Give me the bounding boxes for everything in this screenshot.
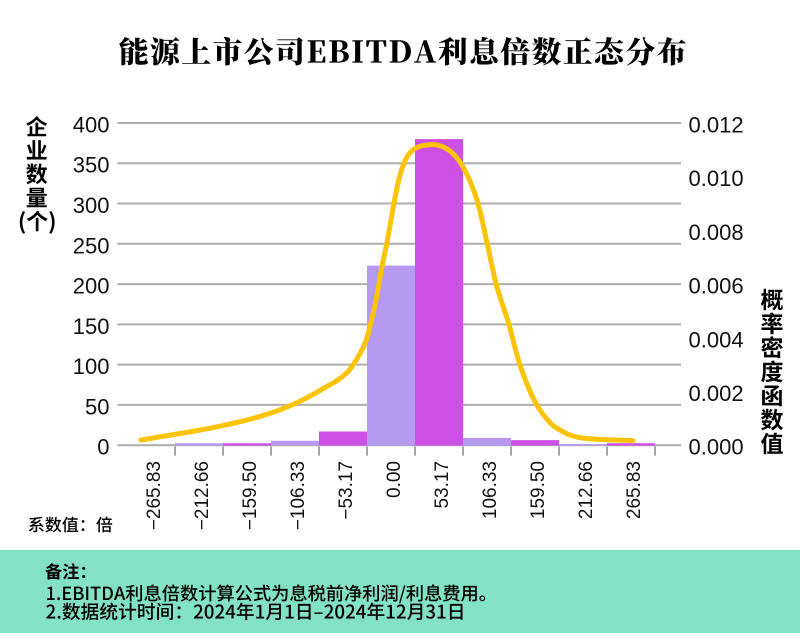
- svg-text:150: 150: [73, 314, 110, 339]
- svg-text:100: 100: [73, 354, 110, 379]
- svg-text:0.004: 0.004: [689, 327, 744, 352]
- svg-text:300: 300: [73, 193, 110, 218]
- svg-text:−265.83: −265.83: [144, 461, 165, 530]
- svg-text:350: 350: [73, 153, 110, 178]
- svg-text:0.00: 0.00: [384, 461, 405, 498]
- svg-text:−106.33: −106.33: [288, 461, 309, 530]
- svg-text:200: 200: [73, 274, 110, 299]
- svg-text:−53.17: −53.17: [336, 461, 357, 520]
- svg-text:106.33: 106.33: [480, 461, 501, 519]
- svg-text:0.012: 0.012: [689, 113, 744, 138]
- svg-text:53.17: 53.17: [432, 461, 453, 509]
- svg-text:0.002: 0.002: [689, 381, 744, 406]
- svg-text:0.010: 0.010: [689, 166, 744, 191]
- svg-text:159.50: 159.50: [528, 461, 549, 519]
- svg-text:0.000: 0.000: [689, 435, 744, 460]
- svg-text:−159.50: −159.50: [240, 461, 261, 530]
- svg-text:212.66: 212.66: [576, 461, 597, 519]
- svg-text:−212.66: −212.66: [192, 461, 213, 530]
- svg-text:265.83: 265.83: [624, 461, 645, 519]
- svg-text:0.006: 0.006: [689, 274, 744, 299]
- svg-text:0.008: 0.008: [689, 220, 744, 245]
- svg-text:0: 0: [97, 435, 109, 460]
- svg-text:50: 50: [85, 394, 109, 419]
- svg-text:400: 400: [73, 113, 110, 138]
- svg-text:250: 250: [73, 233, 110, 258]
